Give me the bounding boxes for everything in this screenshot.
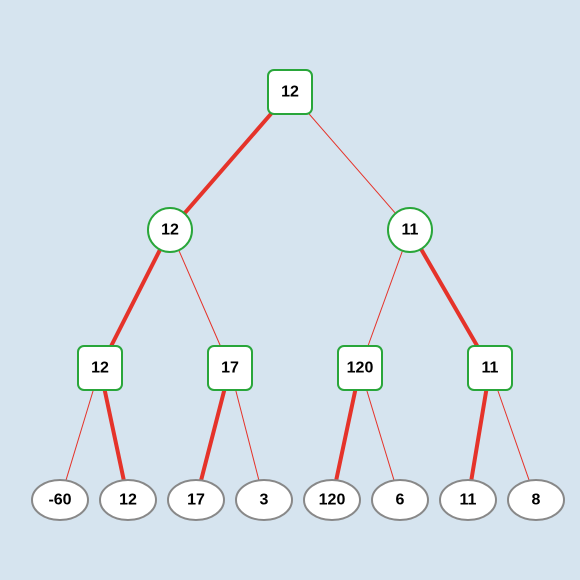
edge-L-LR (179, 250, 221, 346)
edge-LL-LLL (66, 390, 93, 480)
edge-RL-RLL (336, 390, 355, 480)
node-RLR: 6 (372, 480, 428, 520)
node-label: 120 (347, 360, 374, 377)
node-label: 12 (119, 492, 137, 509)
node-label: 6 (396, 492, 405, 509)
edge-RR-RRR (498, 390, 530, 481)
node-label: 12 (91, 360, 109, 377)
node-label: -60 (48, 492, 71, 509)
node-label: 17 (187, 492, 205, 509)
minimax-tree-diagram: 12 12 11 12 17 120 11 -60 12 17 3 120 6 11 8 (0, 0, 580, 580)
node-label: 8 (532, 492, 541, 509)
node-LL: 12 (78, 346, 122, 390)
edge-root-L (184, 114, 270, 213)
nodes-layer: 12 12 11 12 17 120 11 -60 12 17 3 120 6 11 8 (32, 70, 564, 520)
edge-root-R (309, 114, 395, 213)
edge-L-LL (111, 250, 160, 346)
node-LLR: 12 (100, 480, 156, 520)
node-label: 17 (221, 360, 239, 377)
edge-LR-LRR (236, 390, 259, 480)
edge-LL-LLR (105, 390, 124, 480)
edge-RL-RLR (367, 390, 394, 480)
node-RL: 120 (338, 346, 382, 390)
edge-LR-LRL (201, 390, 224, 480)
node-R: 11 (388, 208, 432, 252)
node-RRR: 8 (508, 480, 564, 520)
node-LLL: -60 (32, 480, 88, 520)
node-label: 3 (260, 492, 269, 509)
edges-layer (66, 114, 529, 481)
node-label: 120 (319, 492, 346, 509)
node-label: 11 (402, 222, 419, 239)
node-RR: 11 (468, 346, 512, 390)
node-label: 12 (161, 222, 179, 239)
node-L: 12 (148, 208, 192, 252)
node-RLL: 120 (304, 480, 360, 520)
node-LRR: 3 (236, 480, 292, 520)
node-RRL: 11 (440, 480, 496, 520)
node-root: 12 (268, 70, 312, 114)
node-label: 11 (460, 492, 477, 509)
edge-R-RR (421, 249, 477, 346)
node-LRL: 17 (168, 480, 224, 520)
node-label: 12 (281, 84, 299, 101)
edge-RR-RRL (471, 390, 486, 480)
edge-R-RL (368, 251, 403, 346)
node-LR: 17 (208, 346, 252, 390)
node-label: 11 (482, 360, 499, 377)
